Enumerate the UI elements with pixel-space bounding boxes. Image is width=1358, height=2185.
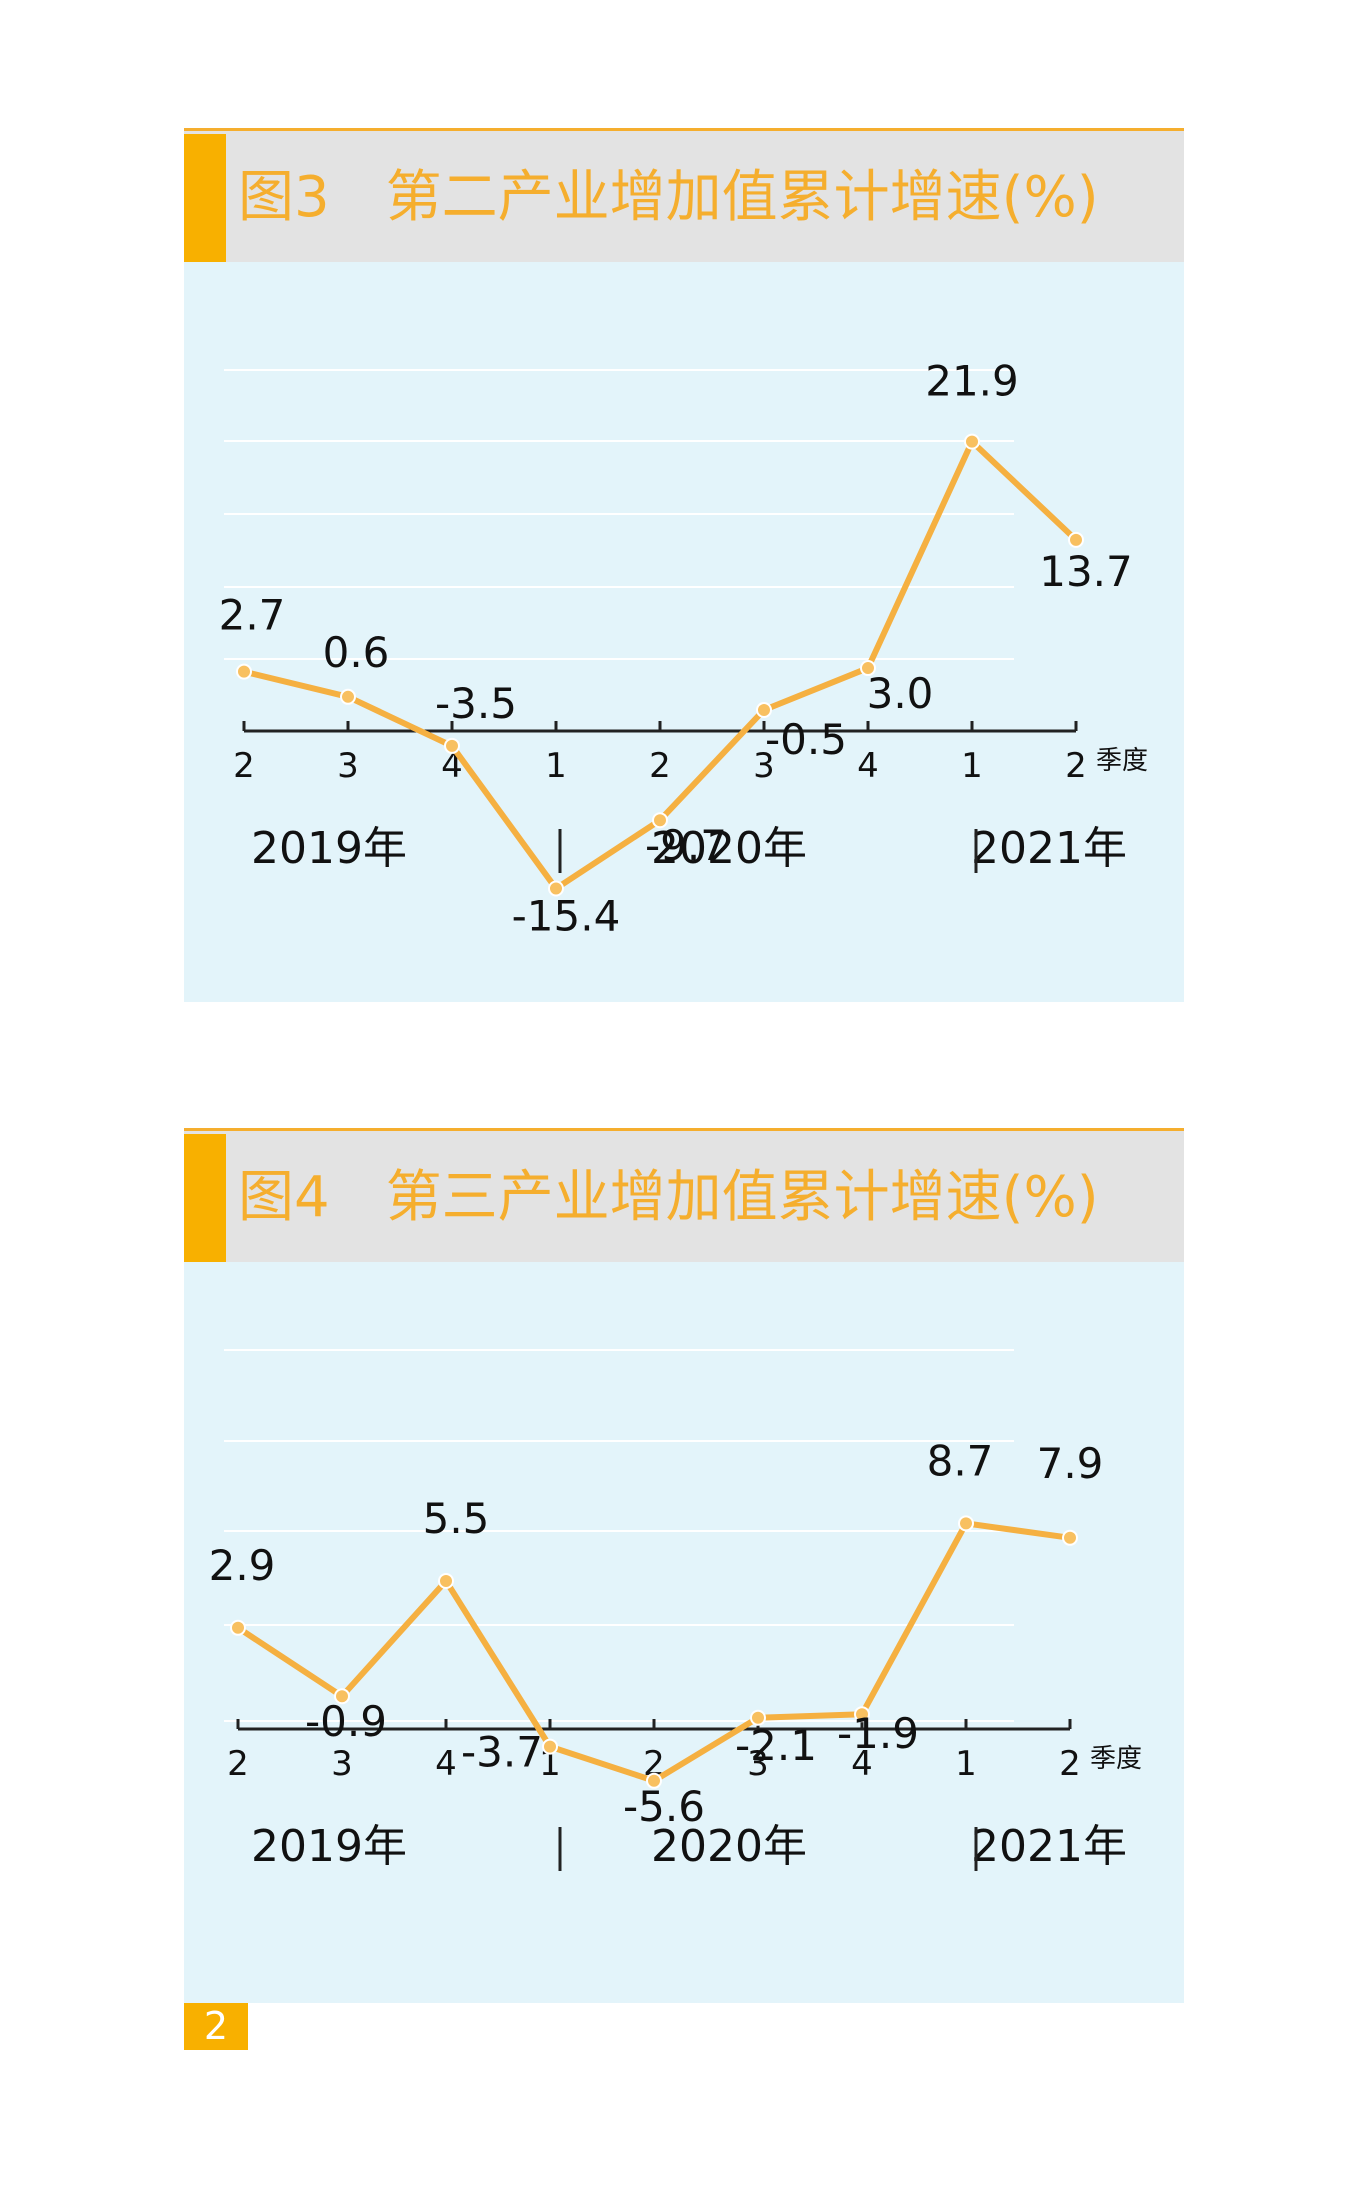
data-label: -3.7 [461, 1728, 543, 1777]
year-label: 2020年 [651, 823, 807, 874]
data-point [340, 688, 356, 705]
data-label: -9.7 [645, 821, 727, 870]
plot-area: 2 3 4 1 2 3 4 1 2 季度 2019年 2020年 2021年 2.9 -0.9 5.5 -3.7… [184, 1262, 1184, 2003]
x-tick-label: 1 [961, 746, 983, 786]
data-point [444, 737, 460, 754]
year-label: 2019年 [251, 823, 407, 874]
data-label: -0.9 [305, 1697, 387, 1746]
data-label: -15.4 [512, 891, 621, 940]
x-tick-label: 1 [955, 1744, 977, 1784]
chart-title-text: 第三产业增加值累计增速(%) [385, 1165, 1099, 1230]
data-label: 5.5 [423, 1494, 490, 1543]
plot-area: 2 3 4 1 2 3 4 1 2 季度 2019年 2020年 2021年 2.7 0.6 -3.5 -15.… [184, 262, 1184, 1002]
data-point [236, 663, 252, 680]
x-axis-unit: 季度 [1090, 1744, 1142, 1774]
data-label: 0.6 [323, 628, 390, 677]
data-point [652, 812, 668, 829]
x-tick-label: 3 [747, 1744, 769, 1784]
x-tick-label: 2 [227, 1744, 249, 1784]
x-tick-label: 2 [1059, 1744, 1081, 1784]
chart-number: 图4 [238, 1165, 330, 1230]
data-label: -5.6 [623, 1782, 705, 1831]
data-point [958, 1515, 974, 1532]
year-label: 2020年 [651, 1821, 807, 1872]
chart-panel-secondary-industry: 图3 第二产业增加值累计增速(%) 2 3 4 1 2 3 4 1 2 季度 2019年 2020年 20… [184, 128, 1184, 1002]
chart-title: 图3 第二产业增加值累计增速(%) [238, 131, 1099, 265]
x-tick-label: 2 [643, 1744, 665, 1784]
data-point [542, 1738, 558, 1755]
data-point [854, 1706, 870, 1723]
x-tick-label: 2 [649, 746, 671, 786]
chart-number: 图3 [238, 165, 330, 230]
x-tick-label: 3 [331, 1744, 353, 1784]
data-point [646, 1772, 662, 1789]
year-label: 2019年 [251, 1821, 407, 1872]
data-label: 13.7 [1039, 547, 1133, 596]
data-label: 21.9 [925, 357, 1019, 406]
title-accent-bar [184, 1134, 226, 1265]
data-point [1062, 1529, 1078, 1546]
chart-panel-tertiary-industry: 图4 第三产业增加值累计增速(%) 2 3 4 1 2 3 4 1 2 季度 2019年 2020年 20… [184, 1128, 1184, 2003]
x-tick-label: 1 [545, 746, 567, 786]
data-label: 3.0 [867, 669, 934, 718]
data-point [964, 433, 980, 450]
data-label: -1.9 [837, 1709, 919, 1758]
x-tick-label: 1 [539, 1744, 561, 1784]
title-accent-bar [184, 134, 226, 265]
data-label: 2.9 [209, 1541, 276, 1590]
year-label: 2021年 [971, 823, 1127, 874]
data-point [756, 701, 772, 718]
x-tick-label: 4 [857, 746, 879, 786]
x-tick-label: 4 [435, 1744, 457, 1784]
data-point [230, 1619, 246, 1636]
x-tick-label: 2 [1065, 746, 1087, 786]
x-axis-unit: 季度 [1096, 746, 1148, 776]
chart-title-text: 第二产业增加值累计增速(%) [385, 165, 1099, 230]
x-tick-label: 3 [337, 746, 359, 786]
data-label: 7.9 [1037, 1439, 1104, 1488]
year-label: 2021年 [971, 1821, 1127, 1872]
x-tick-label: 2 [233, 746, 255, 786]
data-point [1068, 531, 1084, 548]
data-label: -0.5 [765, 715, 847, 764]
data-label: 8.7 [927, 1436, 994, 1485]
data-label: -3.5 [435, 679, 517, 728]
data-point [750, 1709, 766, 1726]
data-point [860, 660, 876, 677]
chart-title-bar: 图3 第二产业增加值累计增速(%) [184, 128, 1184, 265]
page-number-badge: 2 [184, 2003, 248, 2050]
line-chart: 2 3 4 1 2 3 4 1 2 季度 2019年 2020年 2021年 2.9 -0.9 5.5 -3.7… [209, 1349, 1142, 1872]
chart-title-bar: 图4 第三产业增加值累计增速(%) [184, 1128, 1184, 1265]
data-label: -2.1 [735, 1721, 817, 1770]
x-tick-label: 4 [851, 1744, 873, 1784]
x-tick-label: 3 [753, 746, 775, 786]
data-point [334, 1688, 350, 1705]
chart-title: 图4 第三产业增加值累计增速(%) [238, 1131, 1099, 1265]
data-label: 2.7 [219, 591, 286, 640]
data-point [548, 880, 564, 897]
data-point [438, 1573, 454, 1589]
